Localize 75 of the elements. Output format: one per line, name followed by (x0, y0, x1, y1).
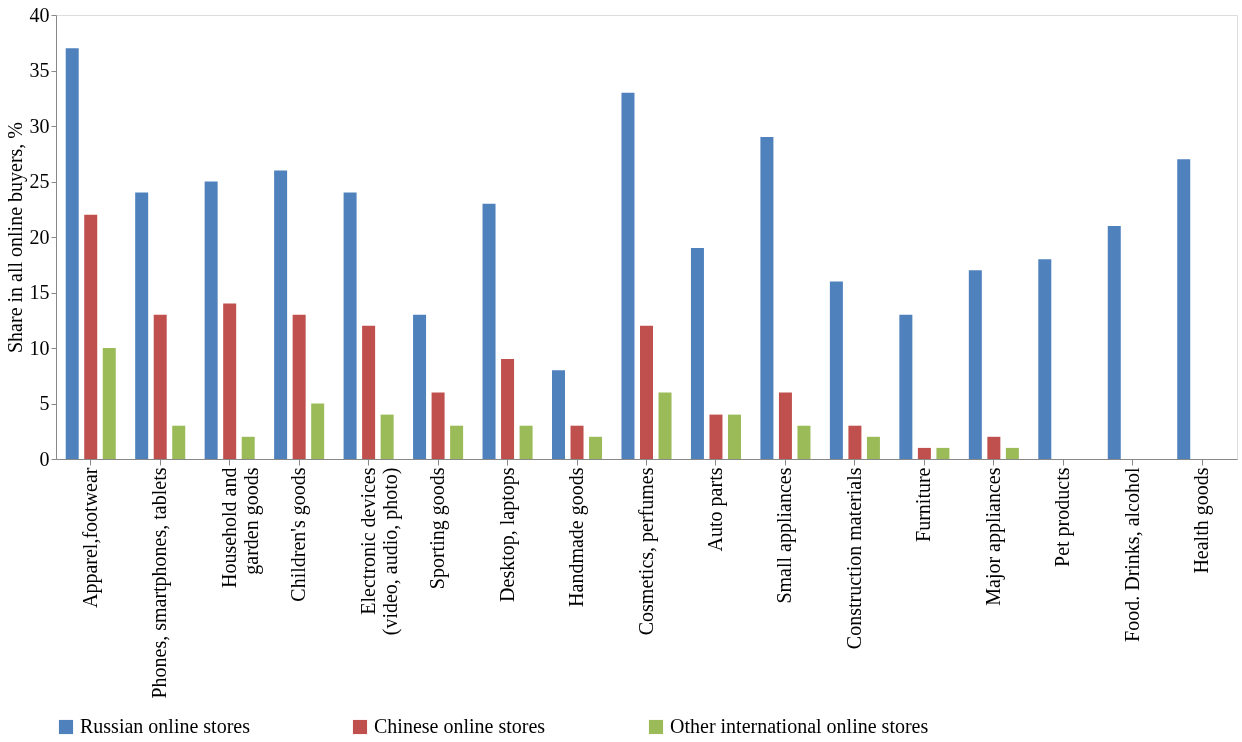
x-tick-label: Food. Drinks, alcohol (1120, 467, 1143, 642)
x-tick-label: Handmade goods (565, 467, 589, 607)
x-tick-label: Major appliances (981, 467, 1005, 606)
bar (413, 314, 427, 459)
x-tick-label: Apparel,footwear (78, 467, 102, 608)
bar (829, 281, 843, 459)
bar (362, 325, 376, 459)
bar (135, 192, 149, 459)
bar (501, 359, 515, 459)
bar (797, 425, 811, 459)
bar (311, 403, 325, 459)
y-tick-label: 30 (29, 114, 50, 137)
y-tick-label: 5 (39, 392, 50, 414)
bar (482, 203, 496, 459)
bar (690, 248, 704, 459)
bar (450, 425, 464, 459)
legend-label: Chinese online stores (374, 715, 546, 737)
bar (1038, 259, 1052, 459)
bar (1177, 159, 1191, 459)
x-tick-label: Phones, smartphones, tablets (148, 467, 172, 699)
x-tick-label: Children's goods (287, 467, 311, 602)
bar (778, 392, 792, 459)
y-tick-label: 20 (29, 225, 50, 248)
bar (153, 314, 167, 459)
bar (899, 314, 913, 459)
bar (65, 48, 79, 459)
bar (380, 414, 394, 459)
bar (519, 425, 533, 459)
bar (292, 314, 306, 459)
y-tick-label: 35 (29, 59, 50, 81)
x-tick-label: Construction materials (842, 467, 865, 650)
bar (987, 436, 1001, 459)
x-tick-label: Desktop, laptops (495, 467, 519, 602)
bar (866, 436, 880, 459)
x-tick-label: Health goods (1190, 467, 1214, 574)
y-tick-label: 15 (29, 281, 50, 303)
y-tick-label: 25 (29, 170, 50, 192)
bar (172, 425, 186, 459)
bar (848, 425, 862, 459)
bar (431, 392, 445, 459)
bar (936, 447, 950, 459)
bar (1107, 225, 1121, 459)
bar (640, 325, 653, 459)
bar (223, 303, 237, 459)
bar (241, 436, 255, 459)
bar (274, 170, 288, 459)
x-tick-label: Household and garden goods (217, 467, 263, 589)
y-tick-label: 0 (39, 447, 50, 470)
legend-label: Russian online stores (80, 715, 251, 737)
bar (968, 270, 982, 459)
y-axis-title: Share in all online buyers, % (3, 121, 27, 354)
x-tick-label: Auto parts (703, 467, 727, 552)
x-tick-label: Pet products (1051, 467, 1075, 567)
bar (570, 425, 584, 459)
x-tick-label: Furniture (912, 467, 935, 542)
bar (621, 92, 635, 459)
bar (589, 436, 603, 459)
legend-label: Other international online stores (670, 715, 929, 737)
x-tick-label: Cosmetics, perfumes (634, 467, 658, 636)
x-tick-label: Small appliances (773, 467, 797, 604)
bar (552, 370, 565, 459)
bar (343, 192, 357, 459)
bar (658, 392, 672, 459)
x-tick-label: Electronic devices (video, audio, photo) (356, 467, 402, 636)
bar (728, 414, 741, 459)
bar (709, 414, 723, 459)
bar (760, 137, 774, 459)
y-tick-label: 10 (29, 336, 50, 359)
bar (1005, 447, 1019, 459)
y-tick-label: 40 (29, 3, 50, 26)
bar (204, 181, 218, 459)
x-tick-label: Sporting goods (426, 467, 450, 590)
bar (102, 348, 116, 459)
bar (84, 214, 98, 459)
bar (917, 447, 931, 459)
